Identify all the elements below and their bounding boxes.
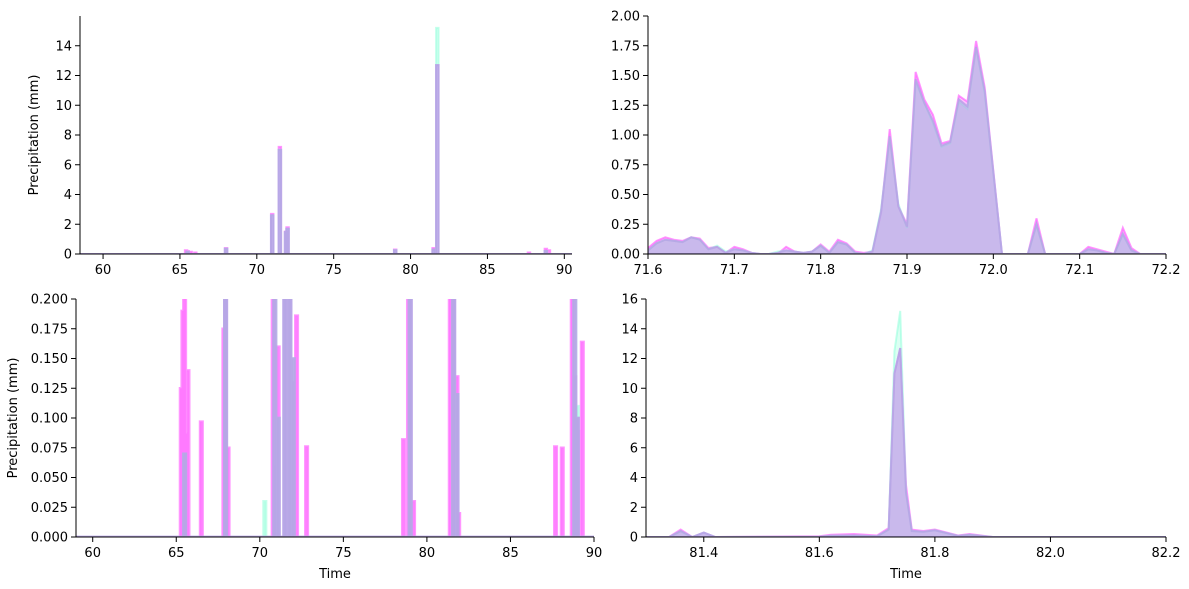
plot-area — [80, 26, 572, 254]
x-tick-label: 85 — [502, 546, 519, 561]
y-tick-label: 6 — [630, 441, 638, 456]
y-tick-label: 0 — [630, 531, 638, 546]
y-tick-label: 1.50 — [611, 69, 640, 84]
y-tick-label: 1.25 — [611, 99, 640, 114]
y-tick-label: 10 — [621, 382, 638, 397]
y-tick-label: 8 — [630, 412, 638, 427]
y-tick-label: 0.025 — [31, 501, 68, 516]
x-axis-label: Time — [889, 567, 922, 582]
y-tick-label: 14 — [55, 39, 72, 54]
y-tick-label: 0.125 — [31, 382, 68, 397]
x-tick-label: 60 — [95, 263, 112, 278]
y-tick-label: 2 — [64, 218, 72, 233]
series-area-1 — [76, 299, 594, 537]
x-tick-label: 81.6 — [805, 546, 834, 561]
x-tick-label: 80 — [402, 263, 419, 278]
x-tick-label: 90 — [586, 546, 603, 561]
x-tick-label: 72.2 — [1152, 263, 1181, 278]
x-tick-label: 82.2 — [1152, 546, 1181, 561]
series-area-3 — [648, 46, 1166, 254]
x-tick-label: 81.8 — [920, 546, 949, 561]
x-tick-label: 72.0 — [979, 263, 1008, 278]
subplot-1: 60 65 70 75 80 85 90 0 2 4 6 8 10 12 14 Precipitation (… — [27, 16, 573, 278]
y-tick-label: 4 — [64, 188, 72, 203]
y-tick-label: 6 — [64, 158, 72, 173]
y-tick-label: 10 — [55, 99, 72, 114]
y-tick-label: 0.75 — [611, 158, 640, 173]
x-tick-label: 85 — [479, 263, 496, 278]
y-tick-label: 2 — [630, 501, 638, 516]
y-tick-label: 16 — [621, 293, 638, 308]
x-tick-label: 72.1 — [1065, 263, 1094, 278]
plot-area — [648, 40, 1166, 254]
x-tick-label: 82.0 — [1036, 546, 1065, 561]
x-axis-label: Time — [318, 567, 351, 582]
subplot-4: 81.4 81.6 81.8 82.0 82.2 0 2 4 6 8 10 12 14 16 Time — [621, 293, 1180, 583]
y-tick-label: 0.100 — [31, 412, 68, 427]
x-tick-label: 75 — [335, 546, 352, 561]
plot-area — [76, 299, 594, 537]
x-tick-label: 90 — [556, 263, 573, 278]
x-tick-label: 71.7 — [720, 263, 749, 278]
y-tick-label: 0.00 — [611, 248, 640, 263]
y-axis-label: Precipitation (mm) — [27, 75, 42, 196]
y-tick-label: 0.075 — [31, 441, 68, 456]
x-tick-label: 71.8 — [806, 263, 835, 278]
y-tick-label: 0.050 — [31, 471, 68, 486]
y-tick-label: 0.175 — [31, 322, 68, 337]
series-area-3 — [76, 299, 594, 537]
x-tick-label: 71.9 — [893, 263, 922, 278]
x-tick-label: 70 — [252, 546, 269, 561]
y-tick-label: 2.00 — [611, 10, 640, 25]
y-tick-label: 0.200 — [31, 293, 68, 308]
series-area-3 — [80, 64, 572, 254]
y-tick-label: 4 — [630, 471, 638, 486]
y-tick-label: 1.00 — [611, 129, 640, 144]
y-tick-label: 0.50 — [611, 188, 640, 203]
x-tick-label: 71.6 — [634, 263, 663, 278]
x-tick-label: 81.4 — [689, 546, 718, 561]
y-tick-label: 0.000 — [31, 531, 68, 546]
x-tick-label: 75 — [325, 263, 342, 278]
y-tick-label: 14 — [621, 322, 638, 337]
y-tick-label: 0 — [64, 248, 72, 263]
x-tick-label: 65 — [172, 263, 189, 278]
x-tick-label: 60 — [84, 546, 101, 561]
y-tick-label: 0.25 — [611, 218, 640, 233]
y-tick-label: 12 — [55, 69, 72, 84]
x-tick-label: 70 — [249, 263, 266, 278]
y-tick-label: 1.75 — [611, 39, 640, 54]
y-tick-label: 8 — [64, 129, 72, 144]
subplot-3: 60 65 70 75 80 85 90 0.000 0.025 0.050 0.075 0.100 0… — [6, 293, 602, 583]
subplot-2: 71.6 71.7 71.8 71.9 72.0 72.1 72.2 0.00 0.25 0.50… — [611, 10, 1180, 279]
y-tick-label: 12 — [621, 352, 638, 367]
y-axis-label: Precipitation (mm) — [6, 358, 21, 479]
series-area-3 — [646, 347, 1166, 537]
y-tick-label: 0.150 — [31, 352, 68, 367]
x-tick-label: 80 — [419, 546, 436, 561]
plot-area — [646, 310, 1166, 537]
x-tick-label: 65 — [168, 546, 185, 561]
